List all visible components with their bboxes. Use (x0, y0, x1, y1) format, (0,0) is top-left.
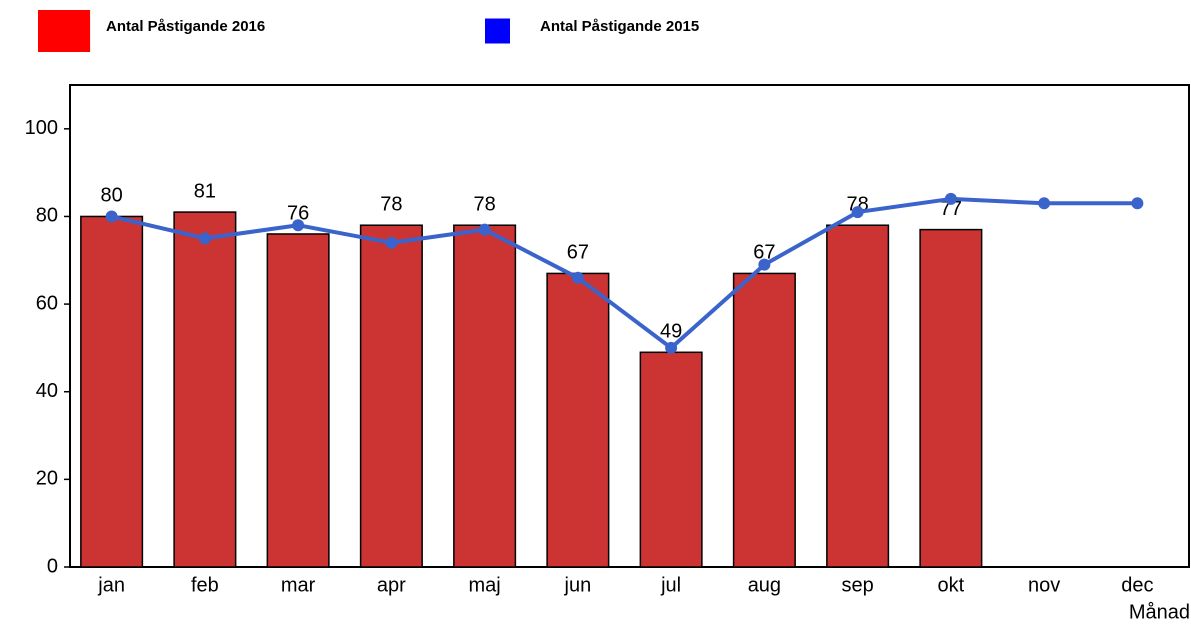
point (292, 219, 305, 232)
x-tick-label: apr (377, 574, 406, 596)
data-label: 67 (753, 242, 775, 264)
point (571, 271, 584, 284)
x-tick-label: jun (564, 574, 592, 596)
data-label: 76 (287, 202, 309, 224)
y-tick-label: 60 (36, 292, 58, 314)
point (1038, 197, 1051, 210)
y-tick-label: 40 (36, 380, 58, 402)
data-label: 78 (474, 193, 496, 215)
bar (826, 224, 890, 568)
y-tick-label: 0 (47, 555, 58, 577)
bar (639, 351, 703, 568)
bar (80, 215, 144, 568)
data-label: 81 (194, 180, 216, 202)
line (111, 196, 1138, 350)
legend-swatch (38, 10, 91, 52)
bar (546, 272, 610, 568)
x-tick-label: sep (842, 574, 874, 596)
point (198, 232, 211, 245)
x-tick-label: okt (938, 574, 965, 596)
bar (359, 224, 423, 568)
bar (266, 233, 330, 568)
point (478, 223, 491, 236)
y-tick-label: 20 (36, 468, 58, 490)
point (1131, 197, 1144, 210)
plot-frame (69, 84, 1190, 568)
y-tick-label: 100 (25, 117, 58, 139)
point (665, 341, 678, 354)
x-tick-label: aug (748, 574, 781, 596)
x-tick-label: jan (97, 574, 125, 596)
x-tick-label: jul (660, 574, 681, 596)
x-tick-label: feb (191, 574, 219, 596)
x-tick-label: maj (469, 574, 501, 596)
x-axis-label: Månad (1129, 601, 1190, 623)
legend-label: Antal Påstigande 2016 (106, 18, 265, 35)
bar (173, 211, 237, 568)
data-label: 77 (940, 198, 962, 220)
data-label: 78 (380, 193, 402, 215)
point (758, 258, 771, 271)
data-label: 80 (101, 185, 123, 207)
data-label: 67 (567, 242, 589, 264)
point (851, 206, 864, 219)
legend-label: Antal Påstigande 2015 (540, 18, 699, 35)
bar (453, 224, 517, 568)
x-tick-label: dec (1121, 574, 1153, 596)
x-tick-label: nov (1028, 574, 1060, 596)
point (105, 210, 118, 223)
x-tick-label: mar (281, 574, 316, 596)
bar (919, 228, 983, 568)
bar (732, 272, 796, 568)
point (385, 236, 398, 249)
legend-swatch (485, 18, 510, 44)
y-tick-label: 80 (36, 205, 58, 227)
data-label: 49 (660, 321, 682, 343)
point (944, 192, 957, 205)
